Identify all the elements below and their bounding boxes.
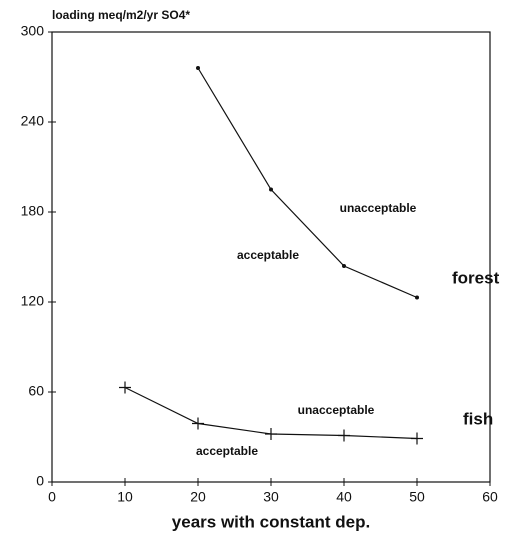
annotation: unacceptable [298, 403, 375, 417]
point [415, 295, 419, 300]
y-tick-label: 300 [21, 23, 45, 39]
x-tick-label: 40 [336, 489, 352, 505]
series-line [197, 67, 418, 299]
series-label: fish [463, 409, 493, 428]
point [342, 264, 346, 268]
y-tick-label: 60 [28, 383, 44, 399]
point [119, 381, 131, 394]
x-tick-label: 60 [482, 489, 498, 505]
y-tick-label: 240 [21, 113, 45, 129]
series-label: forest [452, 268, 500, 287]
annotation: unacceptable [340, 201, 417, 215]
y-axis-label: loading meq/m2/yr SO4* [52, 8, 190, 22]
point [192, 417, 204, 430]
y-tick-label: 0 [36, 473, 44, 489]
x-tick-label: 50 [409, 489, 425, 505]
x-tick-label: 30 [263, 489, 279, 505]
x-tick-label: 20 [190, 489, 206, 505]
y-tick-label: 180 [21, 203, 45, 219]
annotation: acceptable [196, 444, 258, 458]
annotation: acceptable [237, 248, 299, 262]
x-tick-label: 10 [117, 489, 133, 505]
x-axis-label: years with constant dep. [172, 512, 370, 531]
y-tick-label: 120 [21, 293, 45, 309]
point [196, 66, 200, 70]
x-tick-label: 0 [48, 489, 56, 505]
point [269, 187, 273, 192]
point [411, 432, 423, 445]
point [265, 428, 277, 440]
point [338, 429, 350, 442]
